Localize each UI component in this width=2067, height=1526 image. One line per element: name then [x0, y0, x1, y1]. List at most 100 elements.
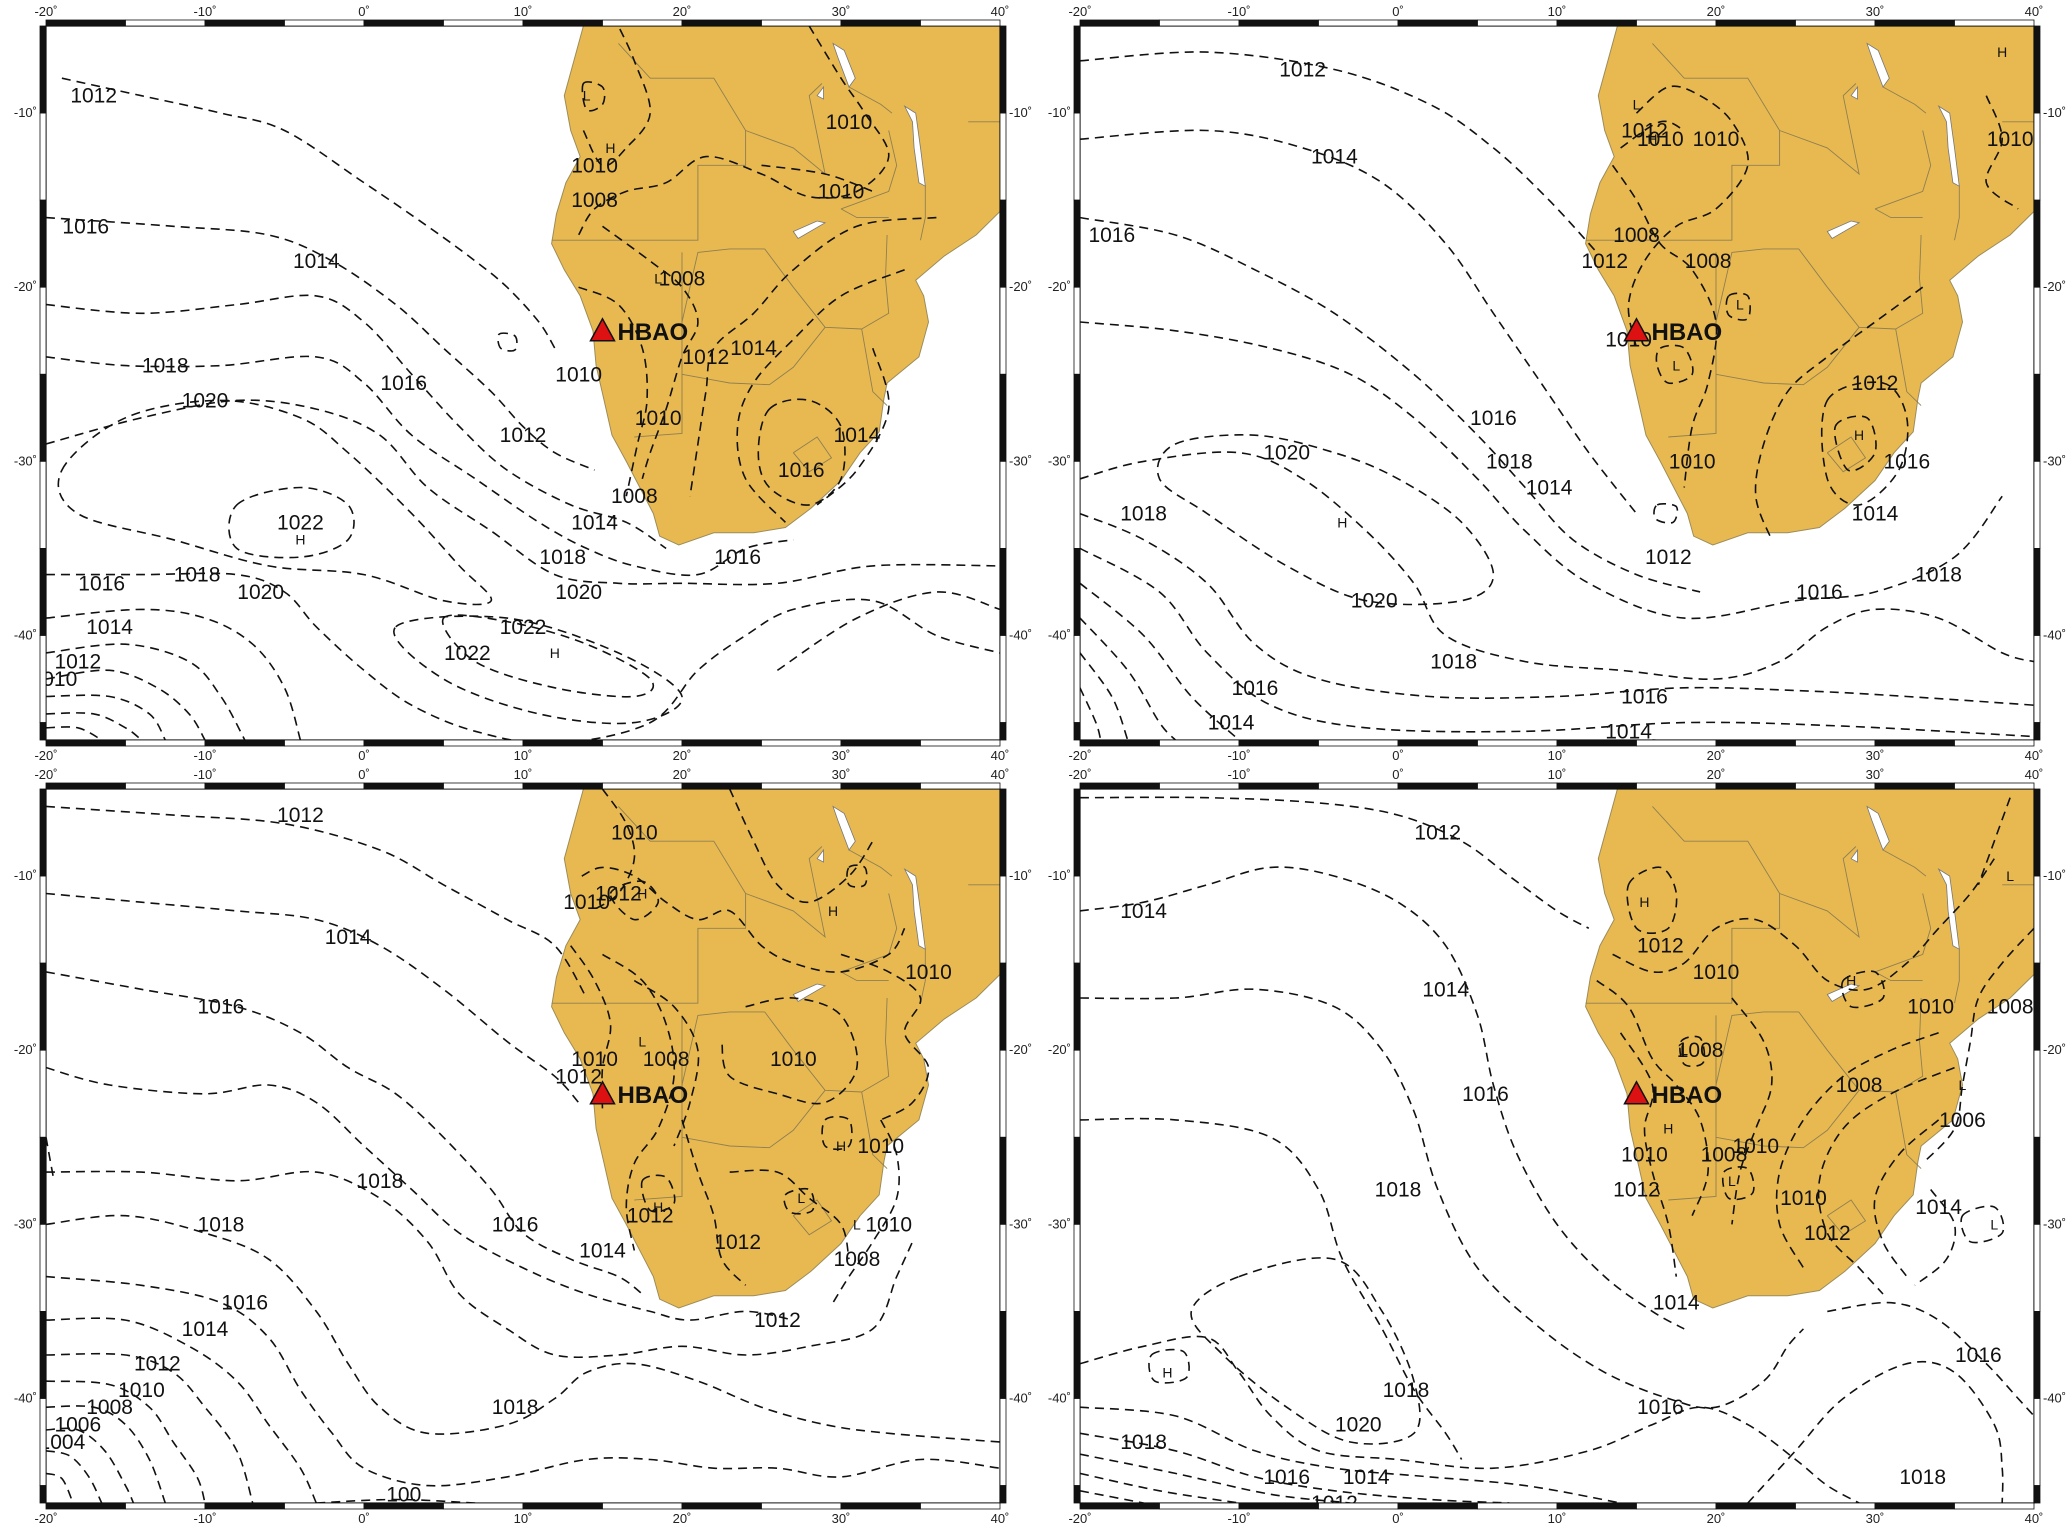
frame-segment — [284, 19, 365, 27]
frame-segment — [920, 782, 1001, 790]
frame-segment — [1318, 1502, 1399, 1510]
country-border — [551, 893, 747, 1004]
isobar-label: 1020 — [1335, 1414, 1382, 1437]
frame-segment — [39, 25, 47, 114]
isobar-label: 1016 — [778, 459, 825, 482]
country-border — [1585, 893, 1781, 1004]
frame-segment — [602, 782, 683, 790]
low-pressure-center: L — [1633, 96, 1641, 112]
lon-tick-label: 10˚ — [1548, 748, 1567, 763]
isobar-line — [681, 1119, 747, 1286]
frame-segment — [1073, 1485, 1081, 1504]
isobar-label: 1010 — [1279, 1518, 1326, 1526]
isobar-label: 1012 — [595, 882, 642, 905]
lat-tick-label: -40˚ — [2043, 1391, 2066, 1406]
station-triangle-icon — [1623, 317, 1650, 342]
lon-tick-label: 40˚ — [2025, 1511, 2044, 1526]
lon-tick-label: -20˚ — [1068, 1511, 1091, 1526]
lon-tick-label: 30˚ — [1866, 767, 1885, 782]
isobar-label: 1014 — [182, 1318, 229, 1341]
frame-segment — [2033, 373, 2041, 462]
frame-segment — [840, 739, 921, 747]
lat-tick-label: -30˚ — [1048, 1216, 1071, 1231]
lat-tick-label: -20˚ — [14, 279, 37, 294]
isobar-label: 1008 — [86, 1396, 133, 1419]
isobar-label: 1016 — [1462, 1083, 1509, 1106]
frame-segment — [1159, 739, 1240, 747]
isobar-label: 1010 — [1693, 128, 1740, 151]
frame-segment — [1636, 782, 1717, 790]
frame-segment — [1795, 19, 1876, 27]
frame-segment — [1397, 1502, 1478, 1510]
isobar-line — [46, 1214, 1000, 1443]
lon-tick-label: -10˚ — [1227, 748, 1250, 763]
isobar-label: 1008 — [1685, 250, 1732, 273]
isobar-line — [1148, 1348, 1190, 1384]
frame-segment — [284, 1502, 365, 1510]
frame-segment — [39, 199, 47, 288]
frame-segment — [1715, 782, 1796, 790]
low-pressure-center: L — [583, 88, 591, 104]
frame-segment — [39, 788, 47, 877]
isobar-line — [581, 866, 906, 973]
isobar-label: 1010 — [118, 1379, 165, 1402]
isobar-label: 1018 — [1120, 1431, 1167, 1454]
isobar-line — [602, 225, 699, 480]
isobar-label: 1012 — [1311, 1492, 1358, 1515]
country-border — [861, 234, 890, 330]
frame-segment — [522, 782, 603, 790]
isobar-label: 100 — [386, 1483, 421, 1506]
isobar-line — [1611, 164, 1718, 488]
frame-segment — [999, 1485, 1007, 1504]
frame-segment — [363, 19, 444, 27]
isobar-line — [441, 614, 655, 698]
frame-segment — [840, 782, 921, 790]
frame-segment — [443, 782, 524, 790]
frame-segment — [2033, 1049, 2041, 1138]
isobar-line — [46, 355, 794, 577]
isobar-line — [46, 643, 246, 740]
isobar-line — [1754, 286, 1924, 540]
frame-segment — [999, 1049, 1007, 1138]
lon-tick-label: -10˚ — [1227, 767, 1250, 782]
isobar-label: 1012 — [1637, 935, 1684, 958]
isobar-line — [1653, 502, 1679, 524]
isobar-label: 1012 — [1852, 372, 1899, 395]
isobar-line — [316, 1498, 476, 1503]
isobar-label: 1010 — [826, 111, 873, 134]
isobar-label: 1016 — [1637, 1396, 1684, 1419]
low-pressure-center: L — [853, 1216, 861, 1232]
isobar-label: 1012 — [1581, 250, 1628, 273]
frame-segment — [999, 112, 1007, 201]
isobar-label: 1012 — [1645, 546, 1692, 569]
frame-segment — [761, 739, 842, 747]
isobar-label: 1012 — [1613, 1179, 1660, 1202]
isobar-line — [783, 1187, 815, 1215]
lat-tick-label: -20˚ — [2043, 279, 2066, 294]
frame-segment — [999, 1398, 1007, 1486]
frame-segment — [1874, 782, 1955, 790]
country-border — [840, 971, 889, 982]
frame-segment — [39, 1485, 47, 1504]
frame-segment — [1073, 1223, 1081, 1312]
country-border — [920, 949, 926, 1004]
lon-tick-label: -10˚ — [1227, 1511, 1250, 1526]
frame-segment — [999, 1311, 1007, 1399]
country-border — [1954, 949, 1960, 1004]
country-border — [1715, 1090, 1860, 1149]
country-border — [1826, 436, 1867, 473]
country-border — [1895, 997, 1924, 1093]
lon-tick-label: 20˚ — [1707, 767, 1726, 782]
isobar-label: 1006 — [1939, 1109, 1986, 1132]
country-border — [681, 1090, 826, 1149]
isobar-label: 1008 — [1613, 224, 1660, 247]
isobar-label: 1012 — [1804, 1222, 1851, 1245]
isobar-label: 1016 — [492, 1213, 539, 1236]
frame-segment — [1874, 1502, 1955, 1510]
frame-segment — [999, 1223, 1007, 1312]
lon-tick-label: 0˚ — [1392, 4, 1404, 19]
frame-segment — [2033, 1311, 2041, 1399]
station-triangle-icon — [1623, 1080, 1650, 1105]
high-pressure-center: H — [836, 1138, 846, 1154]
frame-segment — [204, 739, 285, 747]
